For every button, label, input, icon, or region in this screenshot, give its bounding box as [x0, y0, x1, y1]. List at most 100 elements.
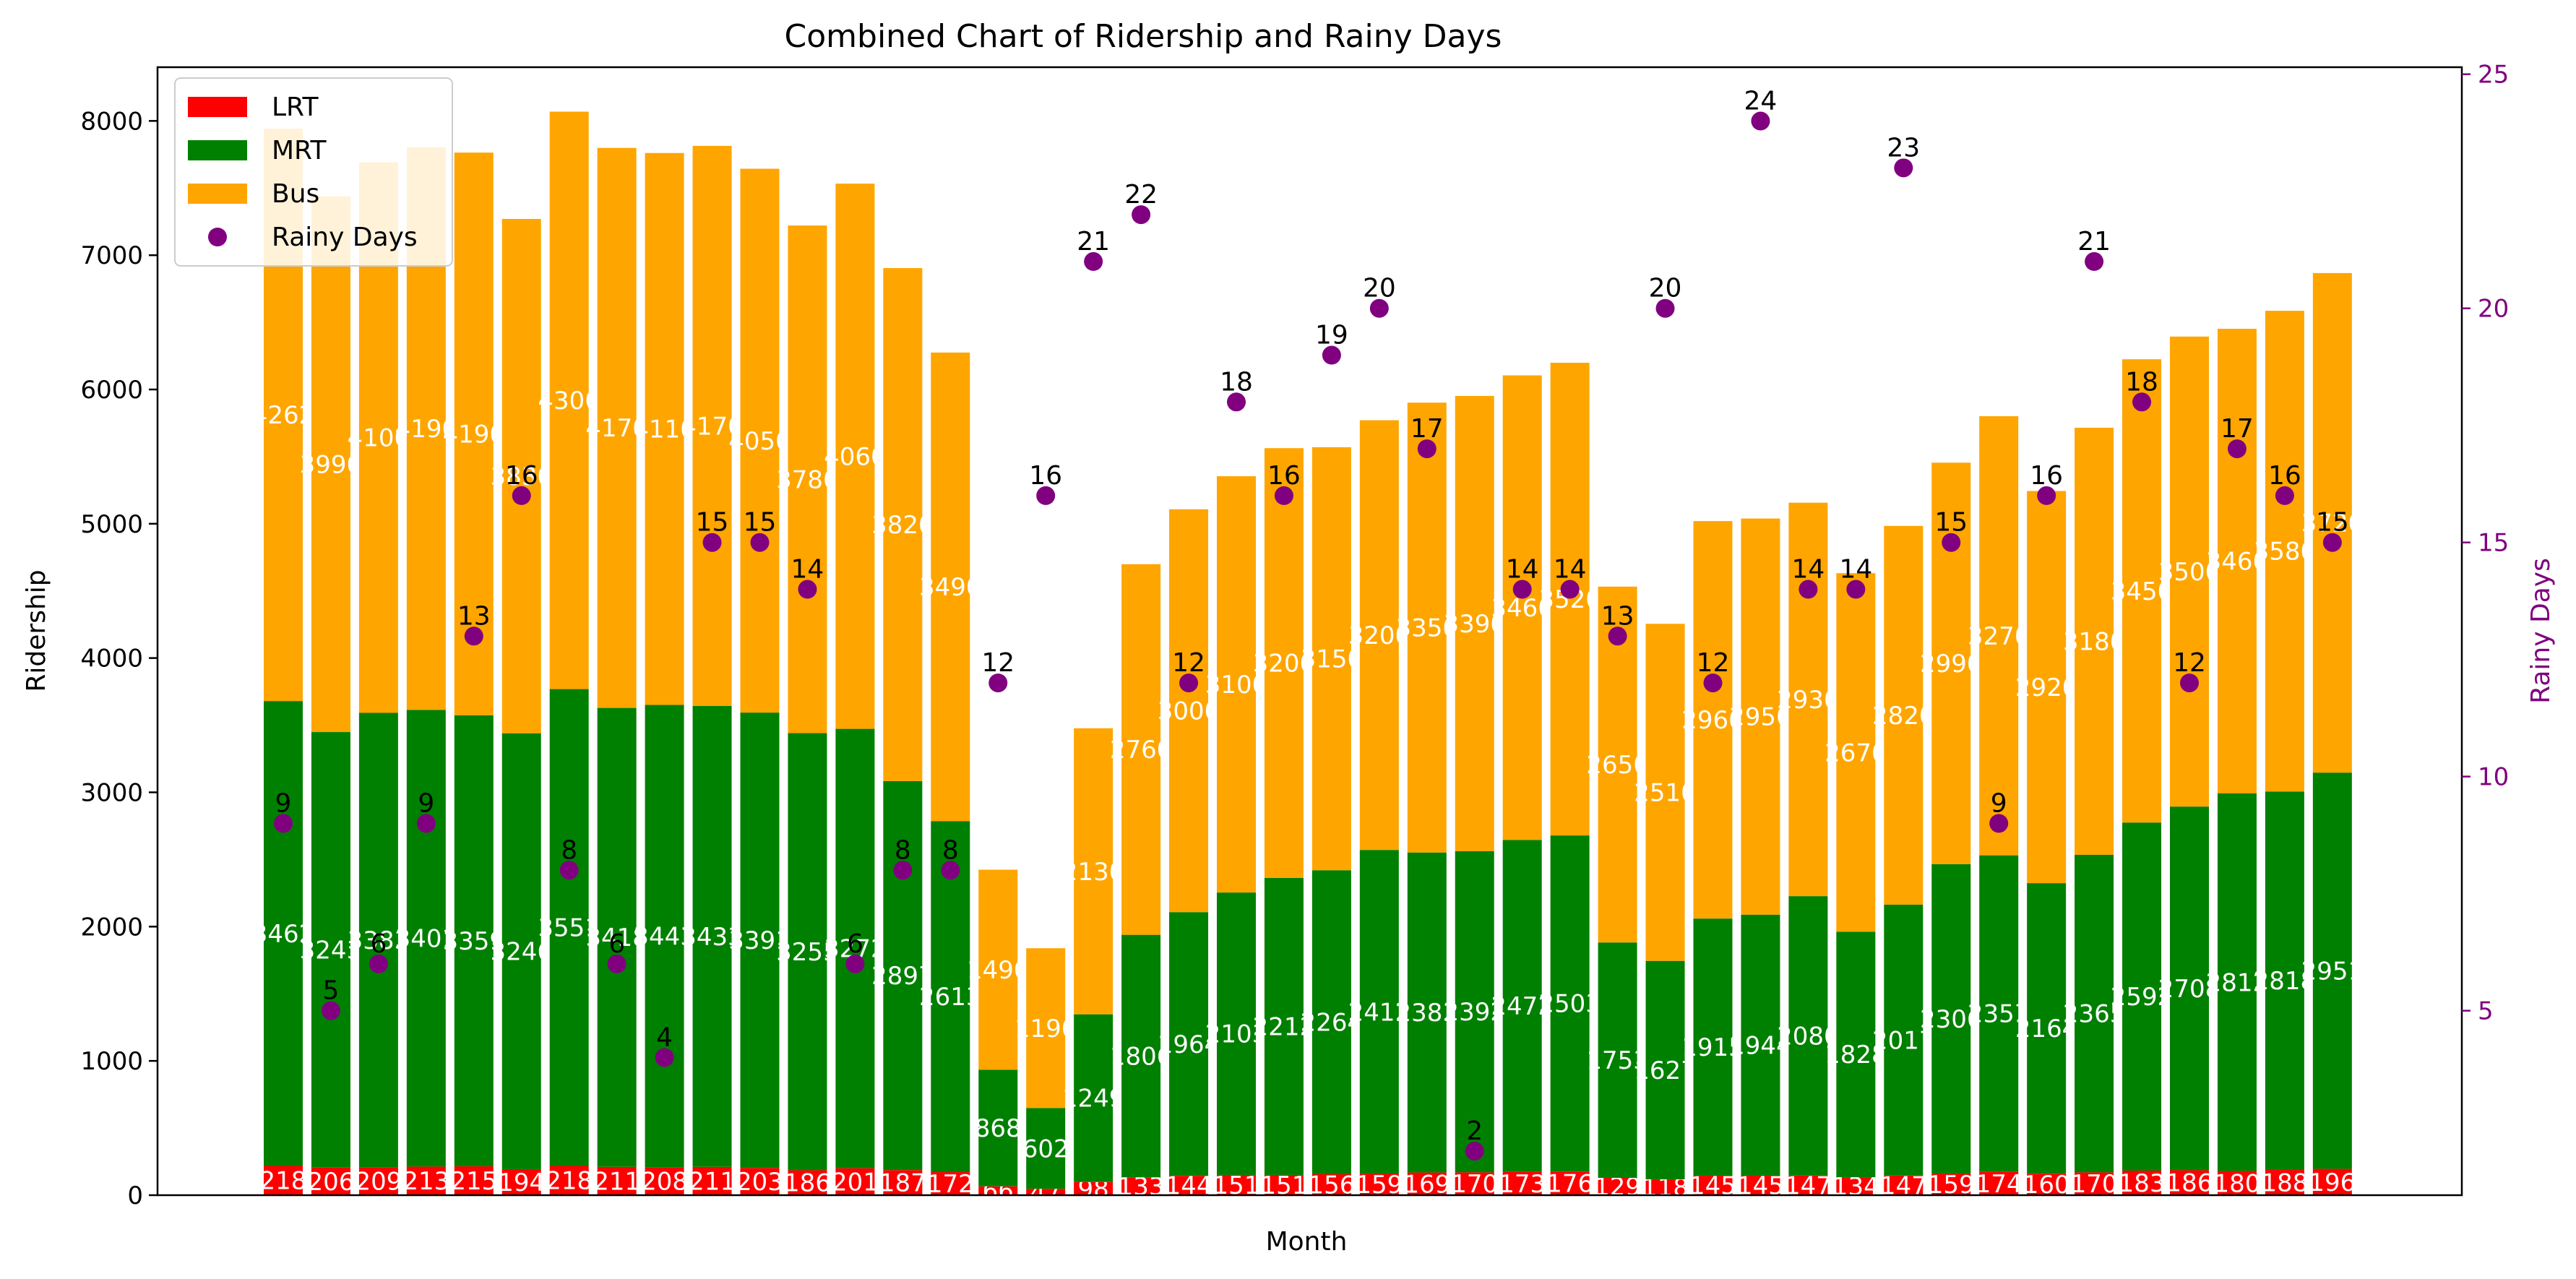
bar-mrt-44 [2312, 772, 2352, 1169]
rainy-day-point-29 [1608, 626, 1627, 646]
bar-mrt-14 [883, 780, 923, 1171]
rainy-day-label-12: 14 [791, 555, 824, 585]
rainy-day-label-34: 14 [1839, 555, 1872, 585]
legend-label-lrt: LRT [272, 92, 319, 122]
y2-tick-label-25: 25 [2478, 61, 2509, 90]
bar-bus-29 [1598, 586, 1637, 943]
rainy-day-point-20 [1179, 673, 1199, 693]
bar-label-lrt-28: 176 [1546, 1170, 1593, 1199]
bar-label-mrt-41: 2708 [2158, 975, 2221, 1004]
rainy-day-label-9: 4 [656, 1022, 673, 1052]
x-axis-title: Month [1266, 1227, 1348, 1257]
bar-mrt-43 [2265, 791, 2304, 1171]
bar-label-mrt-28: 2503 [1538, 990, 1601, 1019]
bar-label-mrt-6: 3246 [490, 937, 553, 966]
bar-bus-34 [1836, 573, 1876, 932]
bar-label-mrt-36: 2306 [1920, 1005, 1983, 1034]
rainy-day-point-1 [274, 814, 293, 833]
bar-bus-18 [1074, 728, 1113, 1015]
bar-lrt-33 [1788, 1175, 1828, 1195]
bar-label-lrt-31: 145 [1689, 1172, 1736, 1201]
rainy-day-label-29: 13 [1601, 601, 1634, 631]
bar-label-mrt-31: 1915 [1681, 1033, 1744, 1062]
bar-label-mrt-19: 1806 [1110, 1042, 1173, 1071]
bar-label-lrt-35: 147 [1880, 1171, 1927, 1200]
bar-label-lrt-6: 194 [498, 1168, 545, 1197]
bar-mrt-29 [1598, 942, 1637, 1179]
bar-label-bus-20: 3000 [1158, 697, 1220, 726]
bar-lrt-8 [597, 1166, 637, 1195]
bar-mrt-27 [1502, 840, 1542, 1172]
bar-bus-27 [1502, 375, 1542, 840]
bar-label-mrt-42: 2812 [2206, 968, 2269, 997]
bar-label-bus-36: 2990 [1920, 650, 1983, 679]
bar-label-bus-3: 4100 [348, 424, 410, 453]
bar-label-mrt-4: 3401 [395, 924, 458, 953]
bar-label-lrt-13: 201 [832, 1168, 879, 1197]
bar-label-lrt-32: 145 [1737, 1172, 1784, 1201]
bar-bus-13 [835, 184, 875, 729]
bar-lrt-30 [1645, 1179, 1685, 1195]
bar-lrt-32 [1741, 1176, 1780, 1195]
rainy-day-point-40 [2132, 392, 2152, 412]
bar-bus-24 [1359, 420, 1399, 850]
bar-label-lrt-8: 211 [593, 1167, 640, 1196]
bar-mrt-35 [1884, 904, 1924, 1176]
rainy-day-label-15: 8 [942, 835, 959, 865]
bar-mrt-33 [1788, 896, 1828, 1176]
bar-lrt-4 [406, 1166, 446, 1195]
bar-bus-2 [311, 196, 350, 733]
y-tick-label-5000: 5000 [80, 510, 143, 539]
rainy-day-point-37 [1989, 814, 2009, 833]
bar-label-bus-1: 4262 [252, 401, 315, 430]
bar-bus-8 [597, 147, 637, 708]
bar-lrt-40 [2122, 1170, 2162, 1195]
bar-lrt-9 [645, 1167, 684, 1195]
rainy-day-label-42: 17 [2220, 414, 2254, 444]
bar-bus-6 [501, 218, 541, 733]
bar-lrt-42 [2217, 1171, 2257, 1195]
rainy-day-label-37: 9 [1991, 788, 2007, 818]
bar-mrt-26 [1455, 850, 1494, 1173]
bar-bus-14 [883, 268, 923, 781]
bar-label-lrt-19: 133 [1118, 1173, 1165, 1202]
rainy-day-label-26: 2 [1466, 1116, 1483, 1146]
bar-lrt-22 [1264, 1174, 1304, 1195]
bar-label-lrt-44: 196 [2309, 1168, 2356, 1197]
rainy-day-point-24 [1369, 298, 1389, 318]
rainy-day-label-40: 18 [2125, 367, 2158, 397]
bar-mrt-18 [1074, 1014, 1113, 1182]
rainy-day-point-17 [1036, 486, 1056, 505]
rainy-day-label-18: 21 [1077, 227, 1110, 257]
bar-label-bus-12: 3780 [776, 465, 839, 494]
bar-label-bus-18: 2130 [1062, 858, 1125, 887]
bar-bus-36 [1931, 462, 1971, 864]
bar-lrt-6 [501, 1168, 541, 1195]
bar-label-mrt-44: 2951 [2301, 957, 2364, 986]
bar-label-lrt-39: 170 [2071, 1170, 2118, 1199]
rainy-day-label-25: 17 [1410, 414, 1444, 444]
bar-mrt-9 [645, 705, 684, 1168]
bar-label-mrt-20: 1964 [1158, 1030, 1220, 1059]
bar-lrt-24 [1359, 1174, 1399, 1195]
bar-label-lrt-20: 144 [1166, 1172, 1212, 1201]
rainy-day-point-39 [2085, 251, 2104, 271]
y-axis-title: Ridership [22, 569, 51, 692]
bars-layer: 2183462426220632433990209338341002133401… [252, 111, 2364, 1207]
bar-lrt-31 [1693, 1176, 1733, 1195]
y-axis-left: 0 1000 2000 3000 4000 5000 6000 7000 8000 [80, 107, 158, 1210]
bar-label-bus-33: 2930 [1777, 686, 1840, 715]
bar-label-mrt-40: 2592 [2111, 983, 2174, 1012]
y-tick-label-4000: 4000 [80, 645, 143, 673]
bar-mrt-12 [788, 733, 827, 1171]
bar-label-bus-40: 3450 [2111, 577, 2174, 606]
bar-label-lrt-37: 174 [1976, 1170, 2023, 1199]
legend-swatch-lrt [188, 97, 247, 117]
rainy-day-point-16 [988, 673, 1008, 693]
bar-bus-20 [1169, 509, 1209, 913]
bar-lrt-37 [1979, 1171, 2019, 1195]
y-tick-label-8000: 8000 [80, 107, 143, 136]
rainy-day-point-14 [893, 861, 913, 880]
rainy-day-label-16: 12 [981, 648, 1015, 678]
